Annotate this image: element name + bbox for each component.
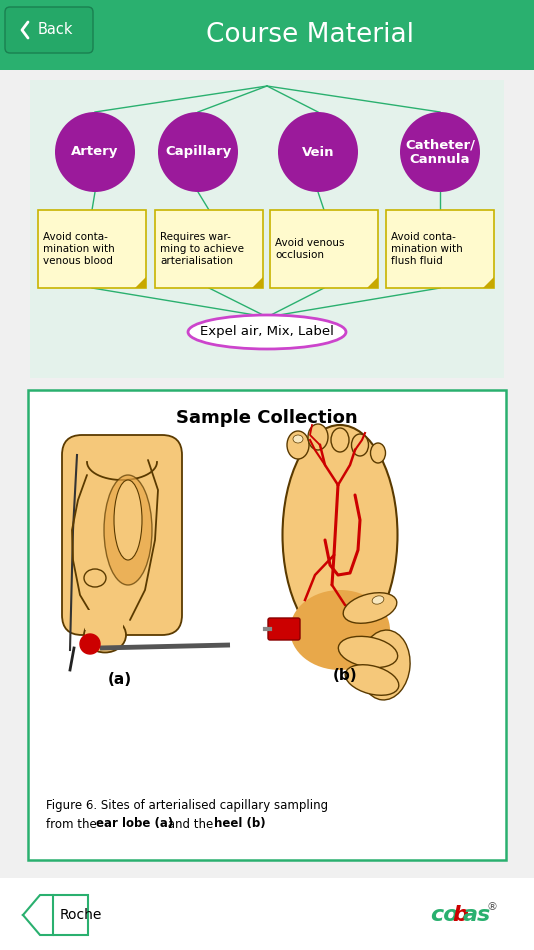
Ellipse shape xyxy=(360,630,410,700)
Polygon shape xyxy=(23,895,88,935)
Text: Catheter/
Cannula: Catheter/ Cannula xyxy=(405,138,475,166)
Ellipse shape xyxy=(345,665,399,695)
Ellipse shape xyxy=(188,315,346,349)
Ellipse shape xyxy=(308,424,328,450)
FancyBboxPatch shape xyxy=(155,210,263,288)
Ellipse shape xyxy=(282,425,397,645)
Text: ear lobe (a): ear lobe (a) xyxy=(96,818,173,830)
Polygon shape xyxy=(23,895,53,935)
Text: Artery: Artery xyxy=(72,145,119,159)
Ellipse shape xyxy=(84,569,106,587)
Polygon shape xyxy=(483,277,494,288)
Ellipse shape xyxy=(114,480,142,560)
Ellipse shape xyxy=(351,434,368,456)
Ellipse shape xyxy=(278,112,358,192)
Text: Avoid conta-
mination with
venous blood: Avoid conta- mination with venous blood xyxy=(43,232,115,266)
Text: Avoid conta-
mination with
flush fluid: Avoid conta- mination with flush fluid xyxy=(391,232,463,266)
Ellipse shape xyxy=(343,593,397,623)
FancyBboxPatch shape xyxy=(62,435,182,635)
Text: from the: from the xyxy=(46,818,100,830)
FancyBboxPatch shape xyxy=(0,0,534,70)
Text: Avoid venous
occlusion: Avoid venous occlusion xyxy=(275,238,344,260)
FancyBboxPatch shape xyxy=(268,618,300,640)
Ellipse shape xyxy=(287,431,309,459)
Ellipse shape xyxy=(400,112,480,192)
FancyBboxPatch shape xyxy=(0,878,534,950)
Text: Roche: Roche xyxy=(60,908,103,922)
Text: Figure 6. Sites of arterialised capillary sampling: Figure 6. Sites of arterialised capillar… xyxy=(46,800,328,812)
Polygon shape xyxy=(135,277,146,288)
Ellipse shape xyxy=(290,590,390,670)
Text: Expel air, Mix, Label: Expel air, Mix, Label xyxy=(200,326,334,338)
Text: Back: Back xyxy=(37,23,73,37)
Text: Vein: Vein xyxy=(302,145,334,159)
Ellipse shape xyxy=(118,465,178,615)
Polygon shape xyxy=(367,277,378,288)
Text: Sample Collection: Sample Collection xyxy=(176,409,358,427)
FancyBboxPatch shape xyxy=(270,210,378,288)
Circle shape xyxy=(80,634,100,654)
FancyBboxPatch shape xyxy=(5,7,93,53)
Text: and the: and the xyxy=(164,818,217,830)
Text: co: co xyxy=(430,905,459,925)
FancyBboxPatch shape xyxy=(386,210,494,288)
Ellipse shape xyxy=(293,435,303,443)
Ellipse shape xyxy=(372,596,384,604)
FancyBboxPatch shape xyxy=(30,80,504,378)
Text: Course Material: Course Material xyxy=(206,22,414,48)
Ellipse shape xyxy=(371,443,386,463)
Text: as: as xyxy=(463,905,491,925)
Text: (a): (a) xyxy=(108,673,132,688)
Ellipse shape xyxy=(84,618,126,653)
Text: heel (b): heel (b) xyxy=(214,818,265,830)
Ellipse shape xyxy=(158,112,238,192)
Ellipse shape xyxy=(55,112,135,192)
Text: Requires war-
ming to achieve
arterialisation: Requires war- ming to achieve arterialis… xyxy=(160,232,244,266)
Text: Capillary: Capillary xyxy=(165,145,231,159)
FancyBboxPatch shape xyxy=(85,610,123,630)
Text: b: b xyxy=(452,905,468,925)
Text: (b): (b) xyxy=(333,668,357,682)
Ellipse shape xyxy=(339,636,398,668)
FancyBboxPatch shape xyxy=(38,210,146,288)
Text: ®: ® xyxy=(486,902,497,912)
FancyBboxPatch shape xyxy=(28,390,506,860)
Ellipse shape xyxy=(104,475,152,585)
Ellipse shape xyxy=(331,428,349,452)
Polygon shape xyxy=(252,277,263,288)
